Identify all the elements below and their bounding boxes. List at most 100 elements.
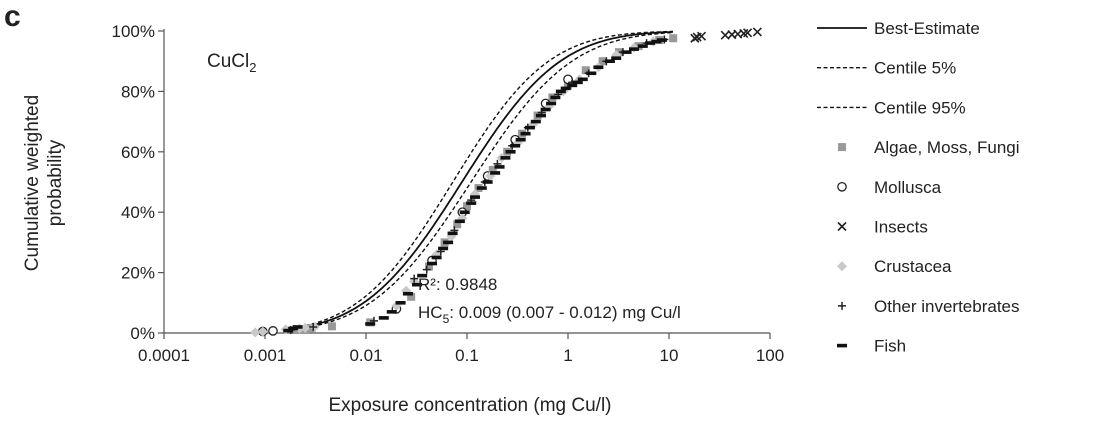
point-fish	[530, 119, 541, 124]
point-fish	[500, 156, 511, 160]
point-fish	[412, 282, 423, 287]
point-fish	[505, 150, 516, 154]
point-fish	[431, 255, 442, 260]
point-fish	[482, 180, 493, 184]
point-other-invertebrates	[410, 274, 419, 283]
x-tick-label: 0.1	[455, 346, 479, 365]
point-fish	[402, 291, 413, 296]
point-algae-moss-fungi	[453, 220, 462, 229]
point-fish	[466, 201, 477, 205]
point-other-invertebrates	[422, 265, 431, 274]
point-fish	[555, 89, 566, 94]
compound-main: CuCl	[207, 51, 249, 72]
point-other-invertebrates	[309, 322, 318, 331]
point-fish	[510, 143, 521, 148]
point-algae-moss-fungi	[488, 165, 497, 174]
point-fish	[651, 39, 662, 44]
point-algae-moss-fungi	[407, 292, 416, 301]
legend-swatch-other-invertebrates	[838, 301, 846, 310]
point-fish	[386, 310, 397, 314]
x-tick-label: 10	[660, 346, 679, 365]
y-axis-title-line2: probability	[45, 139, 66, 226]
legend-label-centile-5: Centile 5%	[874, 59, 956, 78]
point-fish	[535, 113, 546, 118]
compound-subscript: 2	[249, 60, 256, 75]
y-tick-label: 80%	[121, 82, 155, 101]
fitted-curves	[305, 30, 674, 329]
r2-annotation: R²: 0.9848	[418, 275, 497, 294]
curve-best-estimate	[305, 31, 674, 328]
point-fish	[365, 322, 376, 326]
y-tick-label: 20%	[121, 264, 155, 283]
y-axis-title: Cumulative weighted probability	[22, 95, 66, 271]
point-algae-moss-fungi	[669, 34, 678, 43]
point-fish	[454, 219, 465, 224]
point-crustacea	[257, 326, 268, 337]
point-fish	[524, 125, 535, 130]
x-tick-label: 0.001	[244, 346, 287, 365]
x-tick-label: 1	[563, 346, 572, 365]
point-insects	[752, 27, 762, 37]
point-insects	[743, 28, 753, 38]
point-fish	[546, 101, 557, 106]
point-fish	[459, 210, 470, 214]
legend: Best-Estimate Centile 5% Centile 95% Algae,…	[817, 19, 1020, 356]
legend-label-crustacea: Crustacea	[874, 257, 952, 276]
curve-centile-5-	[305, 30, 673, 327]
legend-swatch-crustacea	[837, 261, 847, 272]
y-tick-label: 0%	[130, 324, 155, 343]
point-mollusca	[268, 326, 278, 336]
point-fish	[292, 325, 303, 329]
point-fish	[645, 41, 656, 45]
point-algae-moss-fungi	[581, 66, 590, 75]
point-fish	[395, 301, 406, 305]
y-tick-label: 100%	[112, 22, 155, 41]
legend-label-algae-moss-fungi: Algae, Moss, Fungi	[874, 138, 1020, 157]
point-fish	[520, 131, 531, 136]
legend-label-insects: Insects	[874, 218, 928, 237]
point-algae-moss-fungi	[327, 322, 336, 331]
axes: 0% 20% 40% 60% 80% 100% 0.0001 0.001 0.01 0.1 1 10 1…	[112, 22, 785, 365]
legend-label-centile-95: Centile 95%	[874, 98, 966, 117]
y-tick-label: 60%	[121, 143, 155, 162]
point-fish	[378, 316, 389, 320]
point-fish	[490, 171, 501, 175]
point-fish	[604, 59, 615, 63]
hc5-annotation: HC5: 0.009 (0.007 - 0.012) mg Cu/l	[418, 303, 681, 326]
legend-label-mollusca: Mollusca	[874, 178, 942, 197]
point-insects	[690, 33, 700, 43]
point-fish	[611, 56, 622, 60]
point-fish	[550, 95, 561, 100]
point-fish	[417, 273, 428, 278]
hc5-value: : 0.009 (0.007 - 0.012) mg Cu/l	[449, 303, 681, 322]
legend-label-fish: Fish	[874, 337, 906, 356]
point-fish	[572, 80, 583, 85]
y-axis-title-line1: Cumulative weighted	[22, 95, 43, 271]
point-fish	[447, 231, 458, 236]
legend-swatch-mollusca	[837, 181, 847, 192]
y-tick-label: 40%	[121, 203, 155, 222]
x-tick-label: 0.01	[349, 346, 382, 365]
legend-swatch-algae-moss-fungi	[838, 143, 846, 152]
point-fish	[656, 38, 667, 42]
point-algae-moss-fungi	[463, 202, 471, 211]
legend-label-other-invertebrates: Other invertebrates	[874, 297, 1020, 316]
point-fish	[476, 186, 487, 190]
point-fish	[426, 261, 437, 266]
point-fish	[628, 47, 639, 51]
point-fish	[540, 107, 551, 112]
point-fish	[637, 44, 648, 48]
x-tick-label: 0.0001	[138, 346, 190, 365]
point-fish	[469, 195, 480, 199]
legend-swatch-fish	[837, 343, 847, 348]
legend-swatch-insects	[837, 221, 847, 232]
hc5-prefix: HC	[418, 303, 443, 322]
point-fish	[593, 65, 604, 70]
point-algae-moss-fungi	[424, 262, 433, 271]
point-crustacea	[250, 327, 261, 338]
x-tick-label: 100	[756, 346, 784, 365]
point-fish	[586, 71, 597, 76]
point-insects	[696, 31, 707, 41]
point-fish	[438, 246, 449, 251]
